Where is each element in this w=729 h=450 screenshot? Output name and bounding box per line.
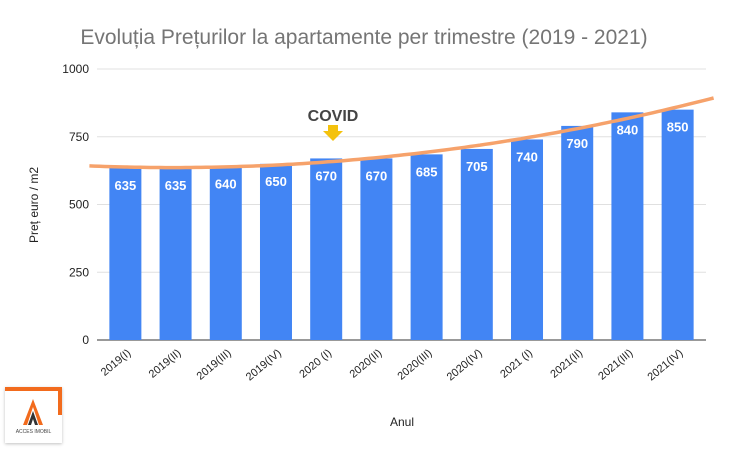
bar [410,154,443,340]
x-tick-label: 2020(III) [395,347,434,383]
data-label: 635 [165,178,187,193]
data-label: 840 [617,122,639,137]
bar [159,167,192,340]
x-tick-label: 2021(IV) [646,347,686,383]
data-label: 650 [265,174,287,189]
x-tick-label: 2021 (I) [498,347,535,381]
y-tick-label: 500 [69,198,89,212]
chart-title: Evoluția Prețurilor la apartamente per t… [80,26,647,49]
x-tick-label: 2021(II) [548,347,585,381]
logo-text: ACCES IMOBIL [15,429,52,435]
bar [259,163,292,340]
logo: ACCES IMOBIL [5,387,62,443]
bar [109,167,142,340]
x-tick-label: 2019(I) [99,347,133,379]
data-label: 705 [466,159,488,174]
data-label: 685 [416,164,438,179]
data-label: 670 [315,168,337,183]
y-tick-label: 750 [69,130,89,144]
bar [561,125,594,340]
data-label: 640 [215,177,237,192]
bar [511,139,544,340]
y-axis-label: Preț euro / m2 [27,167,41,243]
data-label: 635 [115,178,137,193]
bar [661,109,694,341]
x-tick-label: 2019(IV) [244,347,284,383]
arrow-down-icon [323,125,343,141]
y-tick-label: 0 [82,333,89,347]
trendline [89,96,715,170]
covid-annotation: COVID [308,108,359,125]
data-label: 740 [516,149,538,164]
x-tick-label: 2020(IV) [445,347,485,383]
x-tick-label: 2020(II) [348,347,385,381]
y-tick-label: 1000 [62,62,89,76]
data-label: 790 [566,136,588,151]
data-label: 850 [667,120,689,135]
bar [310,158,343,340]
bar [460,148,493,340]
y-tick-label: 250 [69,265,89,279]
x-axis-label: Anul [390,415,414,429]
bar [209,166,242,340]
bar [360,158,393,340]
x-tick-label: 2021(III) [596,347,635,383]
x-tick-label: 2020 (I) [297,347,334,381]
x-tick-label: 2019(II) [147,347,184,381]
data-label: 670 [366,168,388,183]
bar [611,112,644,340]
x-tick-label: 2019(III) [195,347,234,383]
